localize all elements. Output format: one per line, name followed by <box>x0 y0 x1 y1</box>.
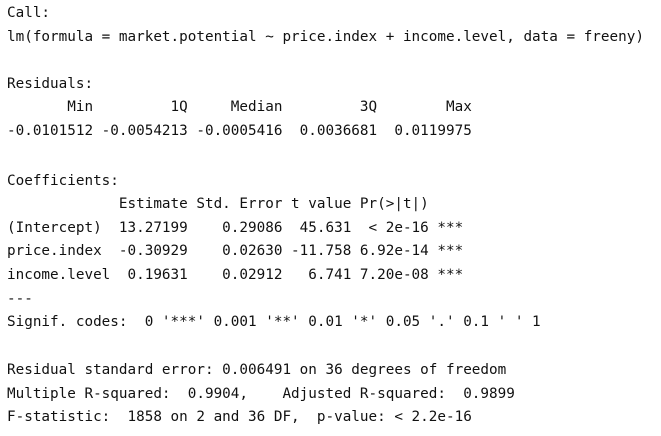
summary-line: Multiple R-squared: 0.9904, Adjusted R-s… <box>7 385 515 402</box>
coefficients-label: Coefficients: <box>7 172 119 189</box>
coefficient-row: (Intercept) 13.27199 0.29086 45.631 < 2e… <box>7 219 464 236</box>
residuals-header: Min 1Q Median 3Q Max <box>7 99 472 116</box>
summary-line: F-statistic: 1858 on 2 and 36 DF, p-valu… <box>7 409 472 426</box>
coefficient-row: price.index -0.30929 0.02630 -11.758 6.9… <box>7 243 464 260</box>
signif-codes: Signif. codes: 0 '***' 0.001 '**' 0.01 '… <box>7 314 541 331</box>
call-formula: lm(formula = market.potential ~ price.in… <box>7 28 644 45</box>
call-label: Call: <box>7 5 51 21</box>
separator: --- <box>7 290 33 307</box>
coefficient-row: income.level 0.19631 0.02912 6.741 7.20e… <box>7 266 464 283</box>
coefficients-header: Estimate Std. Error t value Pr(>|t|) <box>7 196 429 213</box>
residuals-values: -0.0101512 -0.0054213 -0.0005416 0.00366… <box>7 123 472 139</box>
residuals-label: Residuals: <box>7 75 94 92</box>
summary-line: Residual standard error: 0.006491 on 36 … <box>7 362 507 378</box>
